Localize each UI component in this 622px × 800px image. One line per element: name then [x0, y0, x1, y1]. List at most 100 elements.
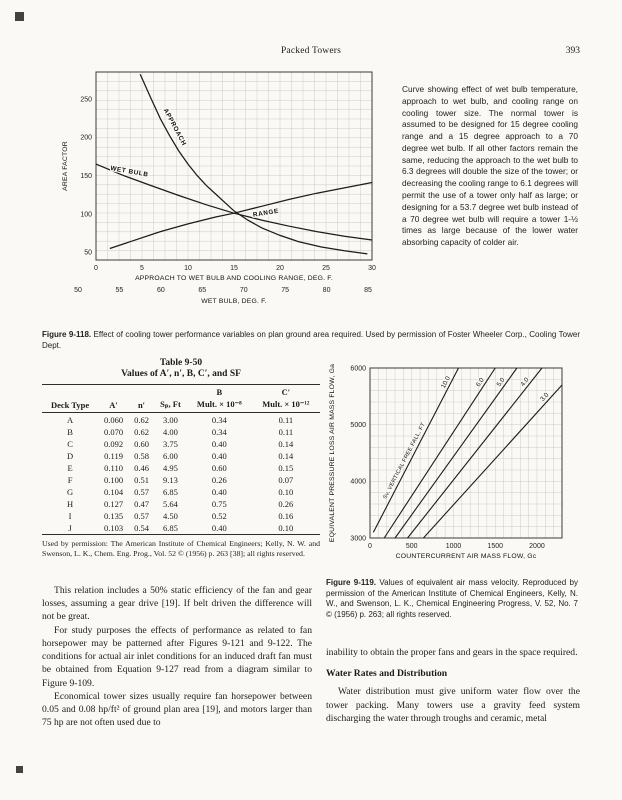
x-tick-label: 500 — [406, 543, 418, 550]
y-tick-label: 6000 — [350, 365, 366, 372]
grid — [370, 368, 562, 538]
table-row: H 0.127 0.47 5.64 0.75 0.26 — [67, 499, 294, 509]
x-tick-label: 1000 — [446, 543, 462, 550]
x-tick-label: 25 — [322, 265, 330, 272]
x2-tick-label: 75 — [281, 287, 289, 294]
table-subtitle: Values of A′, n′, B, C′, and SF — [121, 369, 241, 379]
y-tick-label: 5000 — [350, 422, 366, 429]
table-header-row: Deck Type A′ n′ Sₚ, Ft Mult. × 10⁻⁸ Mult… — [42, 398, 320, 413]
range-curve — [109, 181, 373, 250]
column-header: Mult. × 10⁻¹² — [251, 398, 320, 413]
figure-9-118-chart: 0 5 10 15 20 25 30 APPROACH TO WET BULB AND COO… — [56, 64, 380, 312]
table-row: I 0.135 0.57 4.50 0.52 0.16 — [68, 511, 294, 521]
group-header-b: B — [216, 387, 223, 397]
table-footnote: Used by permission: The American Institu… — [42, 539, 320, 559]
column-header: n′ — [128, 398, 155, 413]
paragraph: Water distribution must give uniform wat… — [326, 686, 580, 724]
x2-tick-label: 65 — [198, 287, 206, 294]
right-column-text: inability to obtain the proper fans and … — [326, 646, 580, 725]
line-label: 3.0 — [539, 391, 550, 403]
x-axis-title: APPROACH TO WET BULB AND COOLING RANGE, … — [135, 275, 333, 282]
column-header: Sₚ, Ft — [154, 398, 187, 413]
x-tick-label: 10 — [184, 265, 192, 272]
curve-label: RANGE — [253, 208, 280, 219]
figure-9-118-caption: Figure 9-118. Effect of cooling tower pe… — [42, 330, 580, 351]
free-fall-line-3.0 — [423, 384, 563, 539]
x-tick-label: 2000 — [529, 543, 545, 550]
table-row: G 0.104 0.57 6.85 0.40 0.10 — [67, 487, 294, 497]
figure-caption-text: Effect of cooling tower performance vari… — [42, 330, 580, 350]
curve-label: WET BULB — [110, 165, 149, 179]
approach-curve — [139, 74, 368, 255]
air-mass-velocity-chart: 0 500 1000 1500 2000 COUNTERCURRENT AIR MASS … — [329, 364, 563, 560]
free-fall-line-4.0 — [407, 367, 543, 539]
table-row: D 0.119 0.58 6.00 0.40 0.14 — [67, 451, 294, 461]
table-row: E 0.110 0.46 4.95 0.60 0.15 — [67, 463, 294, 473]
page-number: 393 — [565, 46, 580, 56]
x-tick-label: 0 — [368, 543, 372, 550]
figure-label: Figure 9-119. — [326, 578, 377, 587]
x-tick-label: 30 — [368, 265, 376, 272]
figure-9-119-caption: Figure 9-119. Values of equivalent air m… — [326, 578, 578, 620]
cooling-tower-area-chart: 0 5 10 15 20 25 30 APPROACH TO WET BULB AND COO… — [62, 71, 376, 305]
figure-caption-text: Values of equivalent air mass velocity. … — [326, 578, 578, 619]
y-tick-label: 3000 — [350, 535, 366, 542]
left-column-text: This relation includes a 50% static effi… — [42, 584, 312, 730]
free-fall-line-5.0 — [394, 367, 518, 539]
figure-9-119-chart: 0 500 1000 1500 2000 COUNTERCURRENT AIR MASS … — [324, 362, 574, 564]
column-header: Deck Type — [42, 398, 99, 413]
deck-type-table: B C′ Deck Type A′ n′ Sₚ, Ft Mult. × 10⁻⁸… — [42, 384, 320, 535]
x-tick-label: 5 — [140, 265, 144, 272]
x2-axis-title: WET BULB, DEG. F. — [201, 298, 267, 305]
y-axis-title: EQUIVALENT PRESSURE LOSS AIR MASS FLOW, … — [329, 364, 336, 542]
group-header-c: C′ — [281, 387, 291, 397]
x2-tick-label: 50 — [74, 287, 82, 294]
running-header: Packed Towers 393 — [42, 46, 580, 59]
x2-tick-label: 85 — [364, 287, 372, 294]
section-heading: Water Rates and Distribution — [326, 668, 448, 680]
line-label: 4.0 — [519, 376, 530, 388]
free-fall-annotation: Sv, VERTICAL FREE FALL, FT — [382, 422, 427, 501]
x-tick-label: 0 — [94, 265, 98, 272]
line-label: 6.0 — [475, 377, 486, 389]
line-label: 5.0 — [496, 376, 507, 388]
x-axis-title: COUNTERCURRENT AIR MASS FLOW, Gc — [396, 553, 537, 560]
plot-frame — [369, 367, 563, 539]
paragraph: This relation includes a 50% static effi… — [42, 585, 312, 623]
table-row: C 0.092 0.60 3.75 0.40 0.14 — [67, 439, 294, 449]
paragraph: For study purposes the effects of perfor… — [42, 624, 312, 689]
plot-frame — [95, 71, 373, 261]
x2-tick-label: 60 — [157, 287, 165, 294]
table-row: J 0.103 0.54 6.85 0.40 0.10 — [68, 523, 294, 533]
figure-9-118-sidenote: Curve showing effect of wet bulb tempera… — [402, 84, 578, 248]
column-header: Mult. × 10⁻⁸ — [186, 398, 252, 413]
table-row: A 0.060 0.62 3.00 0.34 0.11 — [67, 415, 294, 425]
x-tick-label: 1500 — [487, 543, 503, 550]
y-axis-title: AREA FACTOR — [62, 141, 69, 191]
x2-tick-label: 80 — [323, 287, 331, 294]
y-tick-label: 250 — [80, 96, 92, 103]
figure-label: Figure 9-118. — [42, 330, 92, 339]
x-tick-label: 15 — [230, 265, 238, 272]
x-tick-label: 20 — [276, 265, 284, 272]
scan-artifact — [15, 12, 24, 21]
y-tick-label: 200 — [80, 135, 92, 142]
table-group-header-row: B C′ — [42, 385, 320, 399]
table-title: Table 9-50 — [159, 358, 203, 368]
paragraph: inability to obtain the proper fans and … — [326, 647, 578, 658]
y-tick-label: 4000 — [350, 479, 366, 486]
line-label: 10.0 — [440, 375, 452, 390]
grid — [96, 72, 372, 260]
paragraph: Economical tower sizes usually require f… — [42, 690, 312, 729]
table-row: B 0.070 0.62 4.00 0.34 0.11 — [67, 427, 294, 437]
y-tick-label: 150 — [80, 173, 92, 180]
table-row: F 0.100 0.51 9.13 0.26 0.07 — [67, 475, 294, 485]
x2-tick-label: 70 — [240, 287, 248, 294]
y-tick-label: 50 — [84, 250, 92, 257]
free-fall-line-6.0 — [383, 367, 496, 539]
table-9-50: Table 9-50 Values of A′, n′, B, C′, and … — [42, 358, 320, 560]
x2-tick-label: 55 — [116, 287, 124, 294]
page-title: Packed Towers — [280, 46, 342, 56]
y-tick-label: 100 — [80, 211, 92, 218]
